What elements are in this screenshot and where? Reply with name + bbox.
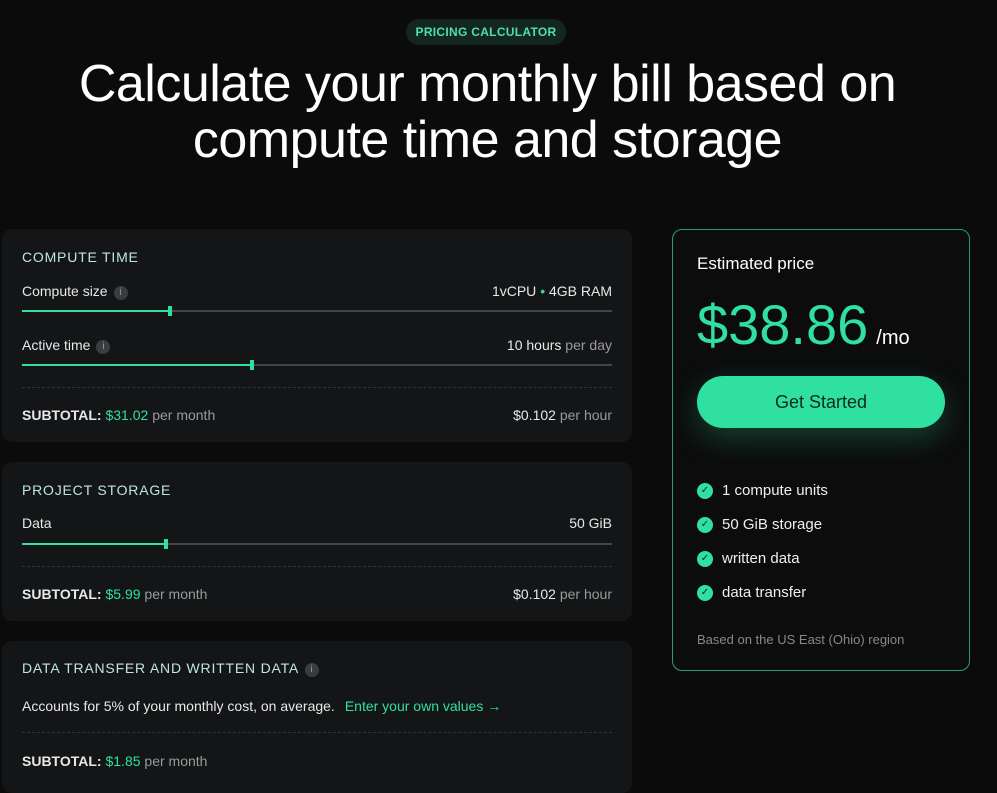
storage-slider[interactable] bbox=[22, 539, 612, 549]
region-note: Based on the US East (Ohio) region bbox=[697, 632, 905, 647]
pricing-calculator-badge: PRICING CALCULATOR bbox=[406, 19, 566, 45]
estimated-price-card: Estimated price $38.86/mo Get Started ✓ 1… bbox=[672, 229, 970, 671]
feature-item: ✓ 1 compute units bbox=[697, 482, 828, 499]
active-time-value: 10 hours per day bbox=[506, 337, 612, 353]
check-icon: ✓ bbox=[697, 584, 713, 601]
transfer-description: Accounts for 5% of your monthly cost, on… bbox=[22, 698, 335, 714]
data-value: 50 GiB bbox=[569, 515, 612, 531]
info-icon[interactable]: i bbox=[113, 286, 128, 300]
feature-item: ✓ data transfer bbox=[697, 584, 806, 601]
compute-subtotal: SUBTOTAL: $31.02 per month bbox=[22, 407, 216, 423]
slider-thumb[interactable] bbox=[250, 360, 255, 370]
divider bbox=[22, 732, 612, 733]
compute-size-slider[interactable] bbox=[22, 306, 612, 316]
check-icon: ✓ bbox=[697, 482, 713, 499]
transfer-heading: DATA TRANSFER AND WRITTEN DATA i bbox=[22, 660, 320, 677]
compute-size-label: Compute size bbox=[22, 283, 108, 299]
feature-label: data transfer bbox=[722, 584, 807, 601]
data-transfer-card: DATA TRANSFER AND WRITTEN DATA i Accounts… bbox=[2, 641, 632, 793]
feature-label: written data bbox=[722, 550, 800, 567]
estimated-price-heading: Estimated price bbox=[697, 254, 815, 273]
info-icon[interactable]: i bbox=[305, 663, 320, 677]
transfer-subtotal: SUBTOTAL: $1.85 per month bbox=[22, 753, 208, 769]
project-storage-card: PROJECT STORAGE Data 50 GiB SUBTOTAL: $5.… bbox=[2, 462, 632, 621]
slider-thumb[interactable] bbox=[167, 306, 172, 316]
data-label: Data bbox=[22, 515, 52, 531]
info-icon[interactable]: i bbox=[96, 340, 111, 354]
compute-time-card: COMPUTE TIME Compute size i 1vCPU • 4GB R… bbox=[2, 229, 632, 442]
storage-rate: $0.102 per hour bbox=[513, 586, 612, 602]
divider bbox=[22, 566, 612, 567]
active-time-slider[interactable] bbox=[22, 360, 612, 370]
feature-label: 50 GiB storage bbox=[722, 516, 823, 533]
title-line-2: compute time and storage bbox=[192, 111, 783, 169]
price-amount: $38.86/mo bbox=[697, 293, 910, 356]
title-line-1: Calculate your monthly bill based on bbox=[78, 55, 897, 113]
active-time-label: Active time bbox=[22, 337, 91, 353]
storage-subtotal: SUBTOTAL: $5.99 per month bbox=[22, 586, 208, 602]
check-icon: ✓ bbox=[697, 550, 713, 567]
check-icon: ✓ bbox=[697, 516, 713, 533]
feature-item: ✓ written data bbox=[697, 550, 800, 567]
storage-heading: PROJECT STORAGE bbox=[22, 482, 172, 498]
compute-heading: COMPUTE TIME bbox=[22, 249, 139, 265]
slider-thumb[interactable] bbox=[163, 539, 168, 549]
feature-item: ✓ 50 GiB storage bbox=[697, 516, 822, 533]
enter-own-values-link[interactable]: Enter your own values → bbox=[344, 698, 502, 714]
get-started-button[interactable]: Get Started bbox=[697, 376, 945, 428]
compute-size-value: 1vCPU • 4GB RAM bbox=[491, 283, 612, 299]
compute-rate: $0.102 per hour bbox=[513, 407, 612, 423]
feature-label: 1 compute units bbox=[722, 482, 828, 499]
page-title: Calculate your monthly bill based on comp… bbox=[0, 56, 975, 168]
divider bbox=[22, 387, 612, 388]
